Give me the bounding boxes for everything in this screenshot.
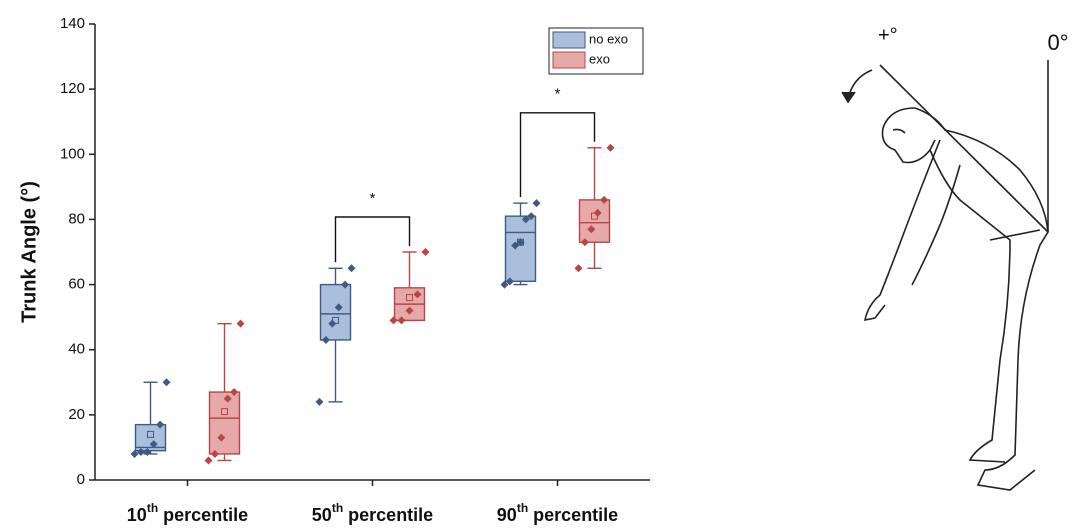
category-text: percentile (533, 505, 618, 525)
data-point (205, 456, 213, 464)
box (210, 392, 240, 454)
x-tick-label: 10th percentile (127, 501, 248, 525)
y-tick-label: 120 (60, 80, 85, 97)
category-number: 10 (127, 505, 147, 525)
y-tick-label: 20 (68, 406, 85, 423)
y-tick-label: 60 (68, 276, 85, 293)
y-tick-label: 80 (68, 210, 85, 227)
y-tick-label: 140 (60, 15, 85, 32)
significance-bracket (521, 113, 595, 197)
y-tick-label: 0 (77, 471, 85, 488)
legend-label: exo (589, 51, 610, 66)
y-tick-label: 100 (60, 145, 85, 162)
category-text: percentile (163, 505, 248, 525)
legend-label: no exo (589, 31, 628, 46)
box (506, 216, 536, 281)
legend-swatch (553, 32, 585, 48)
y-axis-label: Trunk Angle (°) (18, 181, 40, 323)
significance-label: * (555, 86, 561, 103)
category-suffix: th (147, 501, 158, 515)
significance-label: * (370, 190, 376, 207)
data-point (575, 264, 583, 272)
figure: Trunk Angle (°) +° 0° 0 20 40 60 80 100 120 140… (0, 0, 1076, 526)
category-number: 50 (312, 505, 332, 525)
x-tick-label: 50th percentile (312, 501, 433, 525)
angle-label-zero: 0° (1047, 30, 1068, 55)
category-number: 90 (497, 505, 517, 525)
data-point (237, 320, 245, 328)
significance-bracket (336, 217, 410, 262)
data-point (348, 264, 356, 272)
angle-label-positive: +° (878, 24, 898, 46)
illustration (842, 60, 1048, 490)
y-tick-label: 40 (68, 341, 85, 358)
box (580, 200, 610, 242)
data-point (607, 144, 615, 152)
legend-swatch (553, 52, 585, 68)
box (321, 285, 351, 340)
data-point (533, 199, 541, 207)
data-point (422, 248, 430, 256)
data-point (316, 398, 324, 406)
category-text: percentile (348, 505, 433, 525)
data-point (163, 378, 171, 386)
category-suffix: th (332, 501, 343, 515)
category-suffix: th (517, 501, 528, 515)
x-tick-label: 90th percentile (497, 501, 618, 525)
